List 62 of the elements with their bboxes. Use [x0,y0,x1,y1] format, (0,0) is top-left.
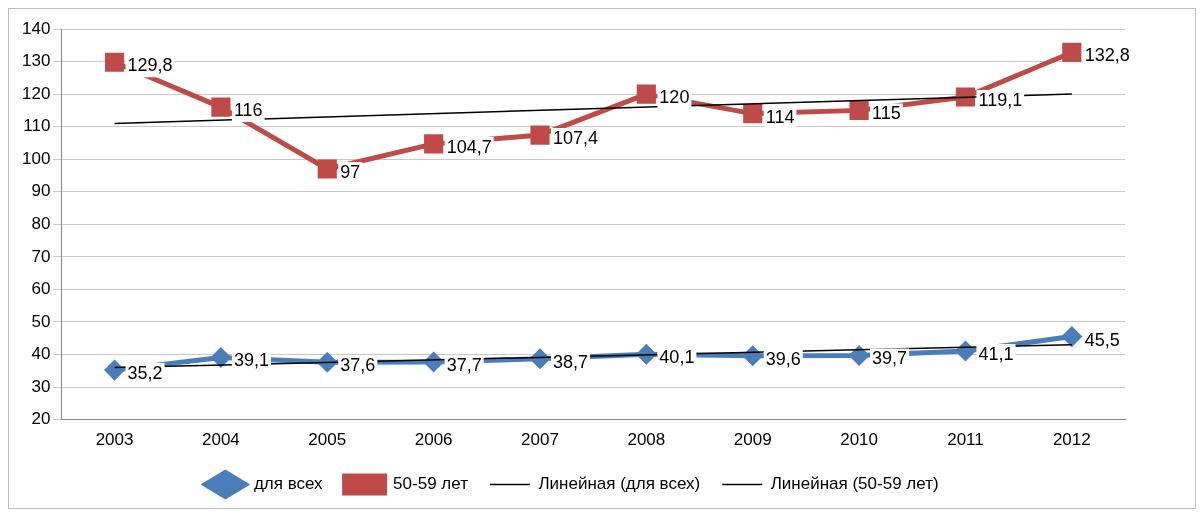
data-label: 39,1 [233,350,269,371]
x-tick-label: 2005 [308,430,347,450]
data-label: 41,1 [978,343,1014,364]
y-tick-label: 20 [31,409,51,429]
point [105,360,125,380]
point [530,125,550,145]
data-label: 39,7 [872,348,908,369]
y-tick-label: 140 [21,18,51,38]
data-label: 104,7 [446,136,492,157]
x-tick-label: 2004 [202,430,240,450]
point [317,159,337,179]
data-label: 37,7 [446,354,482,375]
x-tick-label: 2007 [521,430,559,450]
data-label: 107,4 [553,128,599,149]
data-label: 129,8 [127,55,173,76]
point [743,346,763,366]
y-tick-label: 30 [31,376,51,396]
y-tick-label: 80 [31,213,51,233]
data-label: 119,1 [978,90,1023,110]
point [211,347,231,367]
point [955,341,975,361]
legend-label: Линейная (50-59 лет) [770,474,939,494]
data-label: 97 [340,161,361,182]
point [743,104,763,124]
data-label: 45,5 [1084,329,1120,350]
point [636,84,656,104]
point [424,134,444,154]
point [1062,42,1082,63]
x-tick-label: 2010 [840,430,879,450]
point [849,100,869,120]
point [1062,327,1082,347]
y-tick-label: 120 [21,83,51,103]
y-tick-label: 50 [31,311,51,331]
y-tick-label: 60 [31,279,51,299]
x-tick-label: 2009 [733,430,772,450]
y-tick-label: 40 [31,344,51,364]
x-tick-label: 2012 [1052,430,1091,450]
data-label: 40,1 [659,347,695,368]
data-label: 116 [233,100,263,121]
data-label: 114 [765,106,795,127]
legend-label: для всех [253,474,324,494]
point [211,97,231,117]
point [849,345,869,365]
y-tick-label: 100 [21,148,51,168]
legend-label: 50-59 лет [393,474,469,494]
data-label: 37,6 [340,355,376,376]
y-tick-label: 110 [23,116,51,136]
x-tick-label: 2006 [414,430,453,450]
y-tick-label: 90 [31,181,51,201]
x-tick-label: 2008 [627,430,666,450]
legend-label: Линейная (для всех) [538,474,701,494]
point [104,52,125,72]
y-tick-label: 130 [21,51,51,71]
data-label: 38,7 [553,351,589,372]
y-tick-label: 70 [31,246,51,266]
x-tick-label: 2003 [95,430,134,450]
data-label: 120 [659,87,690,108]
data-label: 132,8 [1084,45,1130,66]
x-tick-label: 2011 [947,430,984,450]
data-label: 115 [872,103,901,124]
data-label: 39,6 [765,348,801,369]
data-label: 35,2 [127,363,163,384]
